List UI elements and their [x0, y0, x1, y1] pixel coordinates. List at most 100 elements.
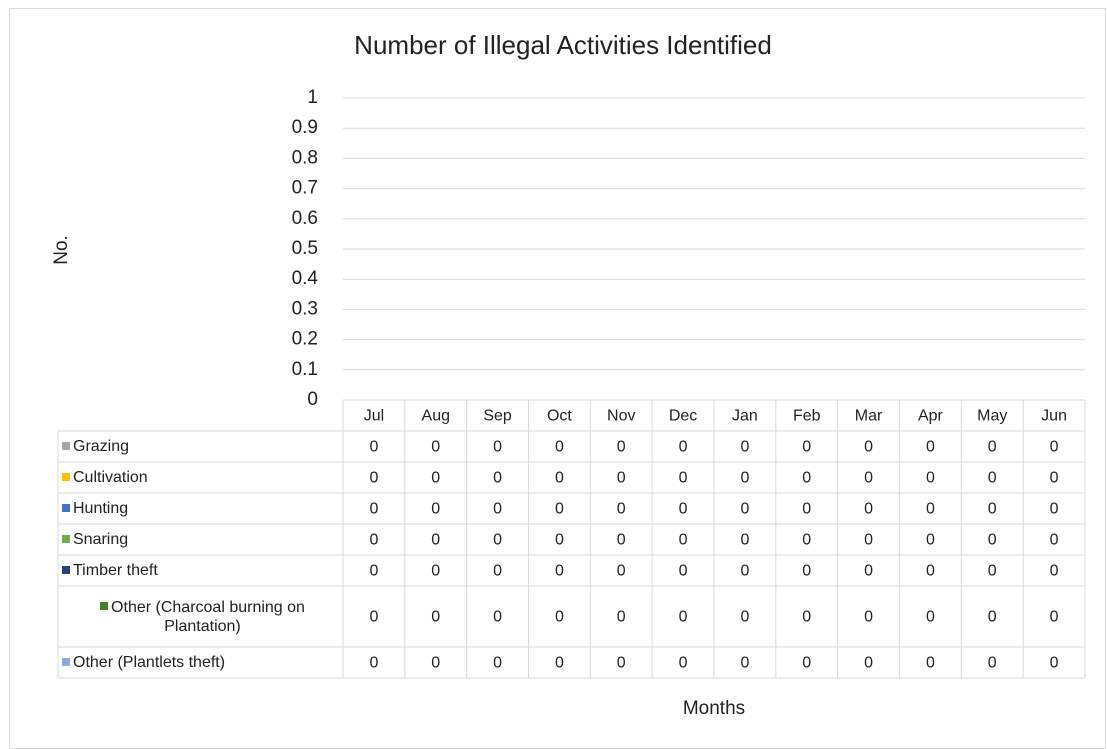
- legend-swatch: [62, 472, 70, 481]
- legend-text-wrap: Hunting: [62, 499, 128, 518]
- legend-swatch: [100, 602, 109, 611]
- y-tick-label: 0.1: [292, 359, 318, 380]
- table-value: 0: [493, 655, 502, 672]
- table-value: 0: [679, 532, 688, 549]
- table-value: 0: [493, 501, 502, 518]
- legend-entry: Cultivation: [58, 462, 343, 493]
- table-value: 0: [802, 470, 811, 487]
- table-value: 0: [864, 532, 873, 549]
- table-value: 0: [740, 532, 749, 549]
- table-value: 0: [555, 563, 564, 580]
- table-value: 0: [802, 532, 811, 549]
- x-tick-label: Jan: [732, 408, 758, 425]
- y-tick-label: 0.6: [292, 208, 318, 229]
- legend-label: Cultivation: [73, 469, 148, 486]
- legend-cell: Timber theft: [58, 555, 343, 586]
- table-value: 0: [679, 609, 688, 626]
- y-tick-label: 0.3: [292, 298, 318, 319]
- table-value: 0: [802, 609, 811, 626]
- x-tick-label: Mar: [855, 408, 883, 425]
- table-value: 0: [864, 501, 873, 518]
- legend-swatch: [62, 503, 70, 512]
- y-tick-label: 0.7: [292, 178, 318, 199]
- table-value: 0: [1050, 609, 1059, 626]
- table-value: 0: [740, 470, 749, 487]
- table-value: 0: [431, 563, 440, 580]
- table-value: 0: [740, 655, 749, 672]
- x-tick-label: Sep: [483, 408, 512, 425]
- table-value: 0: [864, 655, 873, 672]
- x-tick-label: Nov: [607, 408, 635, 425]
- x-axis-label: Months: [683, 698, 745, 719]
- y-tick-label: 0: [307, 389, 318, 410]
- table-value: 0: [988, 470, 997, 487]
- legend-cell: Snaring: [58, 524, 343, 555]
- table-value: 0: [555, 655, 564, 672]
- table-value: 0: [864, 563, 873, 580]
- legend-cell: Cultivation: [58, 462, 343, 493]
- table-value: 0: [802, 501, 811, 518]
- x-tick-label: Feb: [793, 408, 821, 425]
- legend-entry: Timber theft: [58, 555, 343, 586]
- x-tick-label: Oct: [547, 408, 572, 425]
- legend-cell: Other (Plantlets theft): [58, 647, 343, 678]
- table-value: 0: [926, 501, 935, 518]
- legend-swatch: [62, 565, 70, 574]
- table-value: 0: [1050, 563, 1059, 580]
- legend-swatch: [62, 441, 70, 450]
- table-value: 0: [1050, 470, 1059, 487]
- table-value: 0: [740, 439, 749, 456]
- table-value: 0: [926, 609, 935, 626]
- y-tick-label: 0.2: [292, 329, 318, 350]
- legend-entry: Hunting: [58, 493, 343, 524]
- table-value: 0: [926, 655, 935, 672]
- table-value: 0: [1050, 655, 1059, 672]
- table-value: 0: [679, 655, 688, 672]
- table-value: 0: [617, 609, 626, 626]
- table-value: 0: [369, 609, 378, 626]
- x-tick-label: May: [977, 408, 1007, 425]
- table-value: 0: [369, 563, 378, 580]
- table-value: 0: [617, 439, 626, 456]
- table-value: 0: [431, 439, 440, 456]
- table-value: 0: [679, 563, 688, 580]
- table-value: 0: [864, 609, 873, 626]
- table-value: 0: [493, 532, 502, 549]
- legend-label: Snaring: [73, 531, 129, 548]
- table-value: 0: [988, 609, 997, 626]
- y-tick-label: 0.9: [292, 117, 318, 138]
- x-tick-label: Jul: [364, 408, 384, 425]
- x-tick-label: Apr: [918, 408, 944, 425]
- x-tick-label: Aug: [422, 408, 450, 425]
- y-tick-label: 0.8: [292, 147, 318, 168]
- legend-entry: Other (Plantlets theft): [58, 647, 343, 678]
- x-tick-label: Jun: [1041, 408, 1067, 425]
- table-value: 0: [1050, 501, 1059, 518]
- table-value: 0: [988, 501, 997, 518]
- legend-entry: Snaring: [58, 524, 343, 555]
- table-value: 0: [431, 470, 440, 487]
- x-tick-label: Dec: [669, 408, 697, 425]
- table-value: 0: [555, 470, 564, 487]
- legend-cell: Other (Charcoal burning on Plantation): [100, 599, 305, 635]
- table-value: 0: [988, 563, 997, 580]
- table-value: 0: [617, 501, 626, 518]
- legend-entry: Grazing: [58, 431, 343, 462]
- table-value: 0: [617, 563, 626, 580]
- legend-text-wrap: Cultivation: [62, 468, 148, 487]
- y-axis-label: No.: [51, 235, 72, 265]
- table-value: 0: [926, 470, 935, 487]
- y-tick-label: 0.4: [292, 268, 319, 289]
- table-value: 0: [555, 439, 564, 456]
- table-value: 0: [1050, 532, 1059, 549]
- table-value: 0: [617, 532, 626, 549]
- table-value: 0: [369, 532, 378, 549]
- legend-text-wrap: Snaring: [62, 530, 128, 549]
- legend-label: Hunting: [73, 500, 129, 517]
- table-value: 0: [864, 470, 873, 487]
- table-value: 0: [493, 439, 502, 456]
- table-value: 0: [802, 439, 811, 456]
- legend-label: Other (Plantlets theft): [73, 654, 226, 671]
- table-value: 0: [679, 470, 688, 487]
- table-value: 0: [988, 655, 997, 672]
